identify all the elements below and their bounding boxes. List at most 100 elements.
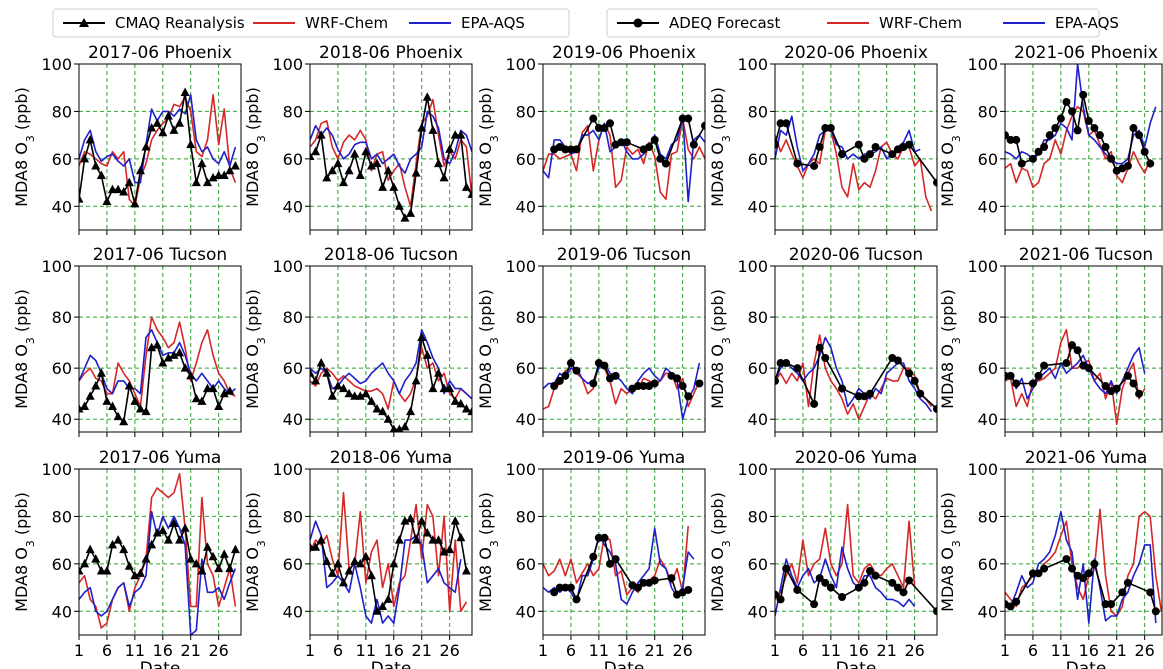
panel-title: 2021-06 Yuma bbox=[1025, 448, 1148, 468]
ytick-label: 60 bbox=[516, 150, 536, 169]
panel-title: 2019-06 Yuma bbox=[563, 448, 686, 468]
obs-point bbox=[350, 149, 360, 158]
legend-left-label-2: EPA-AQS bbox=[461, 14, 525, 32]
obs-point bbox=[656, 154, 665, 163]
xtick-label: 11 bbox=[1051, 641, 1071, 660]
epa-line bbox=[310, 520, 462, 624]
ylabel-unit: (ppb) bbox=[12, 492, 31, 540]
obs-point bbox=[433, 535, 443, 544]
obs-point bbox=[566, 359, 575, 368]
obs-point bbox=[175, 118, 185, 127]
ylabel-unit: (ppb) bbox=[938, 87, 957, 135]
obs-point bbox=[1062, 359, 1071, 368]
obs-point bbox=[310, 368, 315, 377]
obs-point bbox=[793, 585, 802, 594]
xtick-label: 1 bbox=[770, 641, 780, 660]
obs-point bbox=[378, 601, 388, 611]
obs-point bbox=[163, 352, 173, 362]
panel-frame bbox=[1004, 63, 1163, 231]
ylabel-unit: (ppb) bbox=[476, 289, 495, 337]
obs-point bbox=[1073, 126, 1082, 135]
obs-point bbox=[933, 178, 937, 187]
obs-point bbox=[428, 125, 438, 134]
obs-point bbox=[815, 343, 824, 352]
y-axis-label: MDA8 O3 (ppb) bbox=[476, 492, 501, 612]
ytick-label: 100 bbox=[41, 460, 72, 479]
obs-point bbox=[667, 574, 676, 583]
obs-point bbox=[905, 576, 914, 585]
ytick-label: 80 bbox=[516, 308, 536, 327]
ytick-label: 40 bbox=[52, 602, 72, 621]
ytick-label: 40 bbox=[283, 410, 303, 429]
obs-point bbox=[589, 114, 598, 123]
obs-point bbox=[191, 558, 201, 568]
x-axis-label: Date bbox=[604, 659, 645, 669]
obs-point bbox=[1034, 569, 1043, 578]
y-axis-label: MDA8 O3 (ppb) bbox=[938, 289, 963, 409]
obs-point bbox=[158, 127, 168, 137]
obs-point bbox=[389, 182, 399, 191]
panel-0: 40 60 80 100 2017-06 Phoenix MDA8 O3 (ppb) bbox=[12, 43, 242, 235]
ylabel-unit: (ppb) bbox=[938, 289, 957, 337]
ylabel-main: MDA8 O bbox=[476, 344, 495, 409]
obs-point bbox=[589, 379, 598, 388]
obs-point bbox=[339, 177, 349, 187]
obs-point bbox=[678, 114, 687, 123]
ytick-label: 60 bbox=[52, 150, 72, 169]
obs-point bbox=[1090, 559, 1099, 568]
obs-point bbox=[1028, 154, 1037, 163]
panel-grid bbox=[775, 469, 937, 635]
ylabel-sub: 3 bbox=[255, 135, 268, 142]
obs-point bbox=[147, 342, 157, 352]
panel-grid bbox=[79, 266, 241, 432]
obs-point bbox=[639, 578, 648, 587]
obs-point bbox=[197, 565, 207, 575]
y-axis-label: MDA8 O3 (ppb) bbox=[243, 289, 268, 409]
obs-point bbox=[1040, 564, 1049, 573]
panel-grid bbox=[310, 266, 472, 432]
obs-point bbox=[91, 160, 101, 170]
obs-point bbox=[1028, 379, 1037, 388]
obs-point bbox=[135, 165, 145, 175]
obs-point bbox=[1040, 143, 1049, 151]
obs-point bbox=[1135, 389, 1144, 398]
obs-point bbox=[815, 143, 824, 151]
obs-point bbox=[821, 124, 830, 133]
obs-point bbox=[1073, 346, 1082, 355]
ylabel-main: MDA8 O bbox=[243, 344, 262, 409]
obs-point bbox=[821, 353, 830, 362]
panel-series bbox=[775, 334, 937, 420]
panel-series bbox=[775, 503, 937, 617]
panel-grid bbox=[310, 64, 472, 230]
obs-point bbox=[1084, 569, 1093, 578]
obs-point bbox=[1123, 578, 1132, 587]
obs-point bbox=[1107, 154, 1116, 163]
obs-point bbox=[821, 578, 830, 587]
obs-point bbox=[775, 140, 779, 149]
obs-point bbox=[383, 594, 393, 603]
panel-frame bbox=[309, 265, 473, 433]
obs-point bbox=[456, 532, 466, 542]
obs-point bbox=[1068, 341, 1077, 350]
obs-point bbox=[439, 172, 449, 182]
panel-grid bbox=[1005, 469, 1162, 635]
obs-point bbox=[1112, 384, 1121, 393]
panel-series bbox=[310, 329, 472, 432]
epa-line bbox=[543, 527, 695, 605]
obs-point bbox=[400, 213, 410, 222]
obs-point bbox=[1068, 564, 1077, 573]
obs-point bbox=[566, 145, 575, 154]
xtick-label: 16 bbox=[153, 641, 173, 660]
obs-point bbox=[79, 194, 84, 203]
obs-point bbox=[361, 551, 371, 561]
ytick-label: 40 bbox=[748, 197, 768, 216]
panel-title: 2019-06 Tucson bbox=[557, 245, 691, 265]
obs-point bbox=[782, 119, 791, 128]
obs-point bbox=[445, 383, 455, 393]
ytick-label: 100 bbox=[967, 257, 998, 276]
obs-point bbox=[327, 391, 337, 400]
ylabel-sub: 3 bbox=[720, 540, 733, 547]
xtick-label: 21 bbox=[412, 641, 432, 660]
obs-point bbox=[838, 384, 847, 393]
